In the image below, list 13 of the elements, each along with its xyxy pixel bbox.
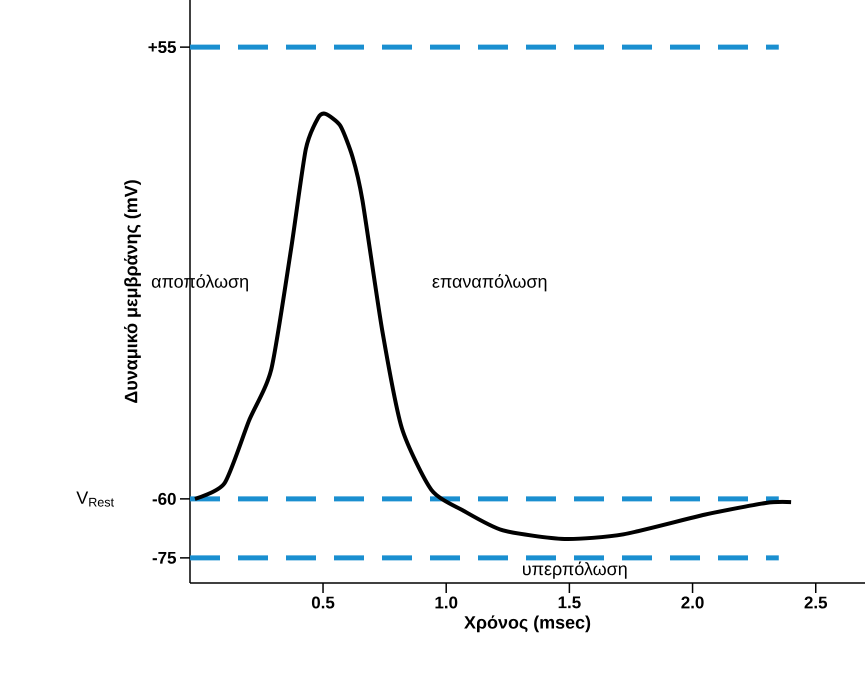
x-tick-label: 2.0 [681, 596, 704, 609]
y-axis-title: Δυναμικό μεμβράνης (mV) [124, 180, 141, 403]
x-tick-label: 0.5 [312, 596, 334, 609]
text: V$_{Rest}$ [76, 491, 114, 507]
y-tick-label: +55 [148, 41, 176, 54]
x-tick-label: 1.5 [558, 596, 581, 608]
x-axis-title: Χρόνος (msec) [464, 615, 590, 632]
annotation: επαναπόλωση [432, 274, 546, 292]
y-tick-label: -60 [152, 492, 176, 505]
annotation: υπερπόλωση [523, 562, 627, 579]
y-tick-label: -75 [152, 552, 176, 564]
x-tick-label: 1.0 [436, 596, 458, 609]
x-tick-label: 2.5 [804, 596, 828, 609]
